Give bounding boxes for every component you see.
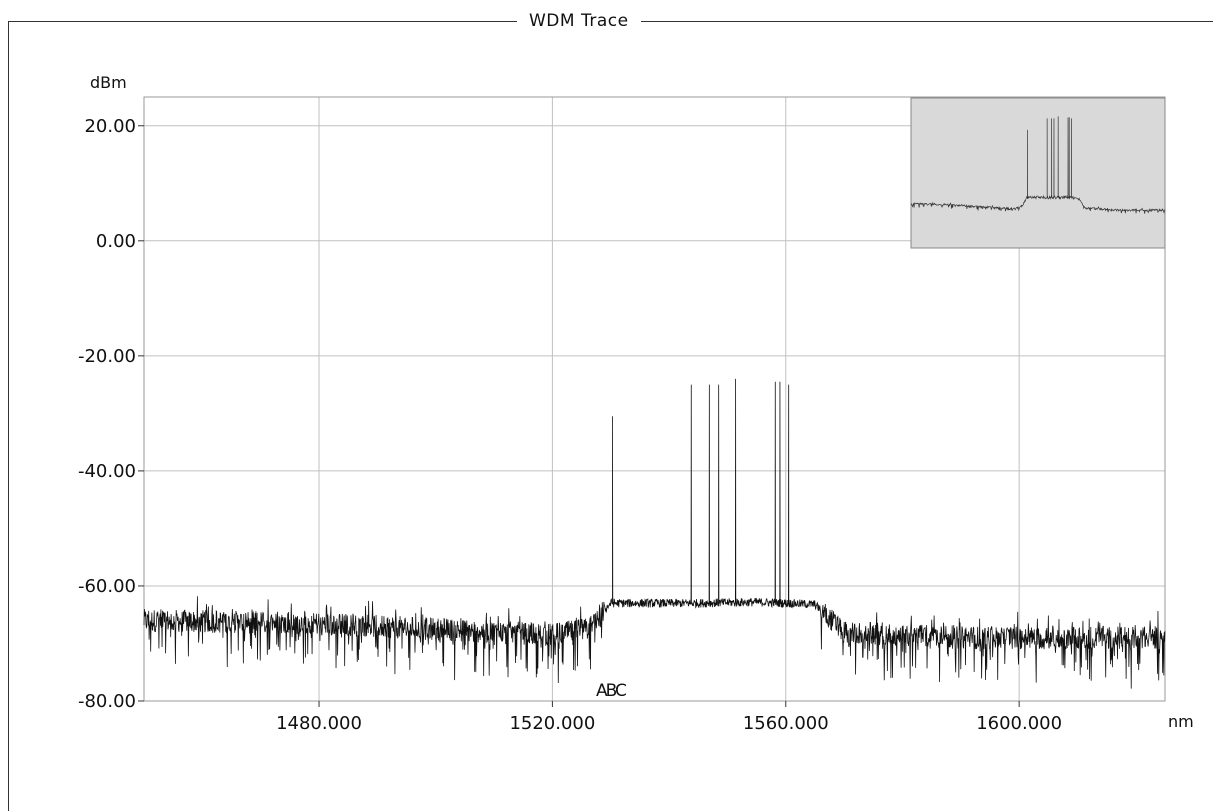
- y-tick-label: -20.00: [78, 346, 136, 367]
- overview-trace-line: [910, 116, 1166, 214]
- x-tick-label: 1520.000: [509, 713, 595, 734]
- x-axis-ticks: 1480.000 1520.000 1560.000 1600.000: [276, 701, 1062, 734]
- overview-inset[interactable]: [910, 97, 1166, 249]
- trace-line: [143, 378, 1166, 689]
- marker-label: ABC: [596, 681, 626, 701]
- x-tick-label: 1600.000: [976, 713, 1062, 734]
- y-tick-label: -60.00: [78, 576, 136, 597]
- y-axis-ticks: 20.00 0.00 -20.00 -40.00 -60.00 -80.00: [78, 116, 144, 712]
- x-axis-unit-label: nm: [1168, 712, 1194, 731]
- plot-area-border: [143, 96, 1166, 702]
- y-tick-label: 20.00: [84, 116, 136, 137]
- y-tick-label: -40.00: [78, 461, 136, 482]
- x-tick-label: 1480.000: [276, 713, 362, 734]
- x-tick-label: 1560.000: [743, 713, 829, 734]
- y-tick-label: 0.00: [96, 231, 136, 252]
- y-axis-unit-label: dBm: [90, 73, 127, 92]
- overview-background: [910, 97, 1166, 249]
- y-tick-label: -80.00: [78, 691, 136, 712]
- panel-title: WDM Trace: [517, 9, 641, 33]
- trace-series: [143, 378, 1166, 689]
